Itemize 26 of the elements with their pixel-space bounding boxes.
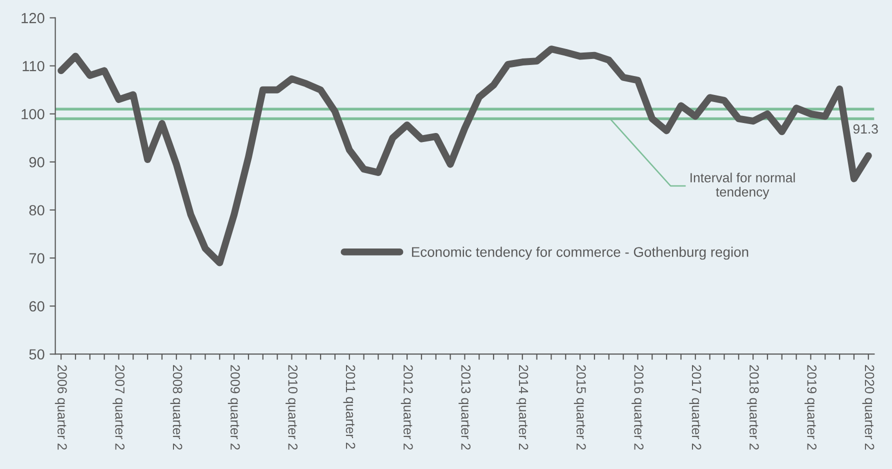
y-tick-label: 50 — [29, 349, 44, 360]
y-tick-label: 60 — [29, 301, 44, 312]
y-tick-label: 70 — [29, 253, 44, 264]
x-tick-label: 2014 quarter 2 — [516, 365, 528, 450]
ref-line-label: Interval for normal tendency — [690, 172, 795, 200]
y-tick-label: 80 — [29, 205, 44, 216]
x-tick-label: 2009 quarter 2 — [228, 365, 240, 450]
x-tick-label: 2020 quarter 2 — [862, 365, 874, 450]
x-tick-label: 2013 quarter 2 — [458, 365, 471, 450]
y-tick-label: 120 — [22, 12, 44, 24]
y-tick-label: 90 — [29, 157, 44, 168]
x-tick-label: 2017 quarter 2 — [689, 365, 702, 450]
x-tick-label: 2019 quarter 2 — [804, 365, 817, 450]
x-tick-label: 2008 quarter 2 — [170, 365, 182, 450]
x-tick-label: 2012 quarter 2 — [400, 365, 413, 450]
legend-label: Economic tendency for commerce - Gothenburg region — [412, 246, 748, 260]
y-tick-label: 110 — [22, 60, 44, 72]
x-tick-label: 2018 quarter 2 — [746, 365, 759, 450]
data-label: 91.3 — [853, 124, 878, 134]
y-tick-label: 100 — [22, 109, 44, 120]
x-tick-label: 2015 quarter 2 — [574, 365, 586, 450]
x-tick-label: 2007 quarter 2 — [112, 365, 125, 450]
x-tick-label: 2006 quarter 2 — [54, 365, 67, 450]
x-tick-label: 2010 quarter 2 — [286, 365, 298, 450]
x-tick-label: 2011 quarter 2 — [343, 365, 356, 449]
x-tick-label: 2016 quarter 2 — [632, 365, 644, 450]
